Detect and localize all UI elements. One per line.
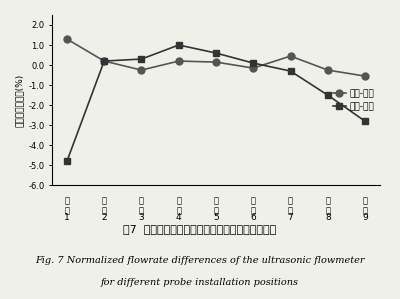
凸出-相切	[64, 37, 69, 41]
四陷-相切	[326, 93, 330, 97]
Text: 声
道: 声 道	[288, 196, 293, 215]
Text: 3: 3	[138, 213, 144, 222]
四陷-相切	[251, 61, 256, 65]
Line: 凸出-相切: 凸出-相切	[64, 36, 368, 80]
凸出-相切	[102, 59, 106, 63]
Text: 7: 7	[288, 213, 294, 222]
Text: 声
道: 声 道	[325, 196, 330, 215]
四陷-相切	[288, 69, 293, 73]
Text: 9: 9	[362, 213, 368, 222]
Text: 图7  超声流量计不同探头安装位置归一化流速差异: 图7 超声流量计不同探头安装位置归一化流速差异	[123, 224, 277, 234]
四陷-相切	[363, 119, 368, 123]
四陷-相切	[176, 43, 181, 47]
Text: 8: 8	[325, 213, 331, 222]
凸出-相切	[139, 68, 144, 72]
Text: 声
道: 声 道	[214, 196, 218, 215]
凸出-相切	[214, 60, 218, 64]
四陷-相切	[102, 59, 106, 63]
Text: Fig. 7 Normalized flowrate differences of the ultrasonic flowmeter: Fig. 7 Normalized flowrate differences o…	[35, 256, 365, 265]
Text: 1: 1	[64, 213, 70, 222]
Text: 5: 5	[213, 213, 219, 222]
Text: 2: 2	[101, 213, 107, 222]
Text: 声
道: 声 道	[102, 196, 107, 215]
Text: 声
道: 声 道	[176, 196, 181, 215]
凸出-相切	[363, 74, 368, 78]
四陷-相切	[214, 51, 218, 55]
Text: 声
道: 声 道	[64, 196, 70, 215]
Legend: 凸出-相切, 四陷-相切: 凸出-相切, 四陷-相切	[329, 85, 378, 115]
凸出-相切	[288, 54, 293, 58]
Text: for different probe installation positions: for different probe installation positio…	[101, 278, 299, 287]
四陷-相切	[139, 57, 144, 61]
凸出-相切	[326, 68, 330, 72]
四陷-相切	[64, 160, 69, 163]
凸出-相切	[251, 66, 256, 70]
凸出-相切	[176, 59, 181, 63]
Line: 四陷-相切: 四陷-相切	[64, 42, 368, 165]
Text: 声
道: 声 道	[251, 196, 256, 215]
Text: 6: 6	[250, 213, 256, 222]
Y-axis label: 归一化流速差异(%): 归一化流速差异(%)	[15, 74, 24, 127]
Text: 声
道: 声 道	[139, 196, 144, 215]
Text: 声
道: 声 道	[362, 196, 368, 215]
Text: 4: 4	[176, 213, 182, 222]
